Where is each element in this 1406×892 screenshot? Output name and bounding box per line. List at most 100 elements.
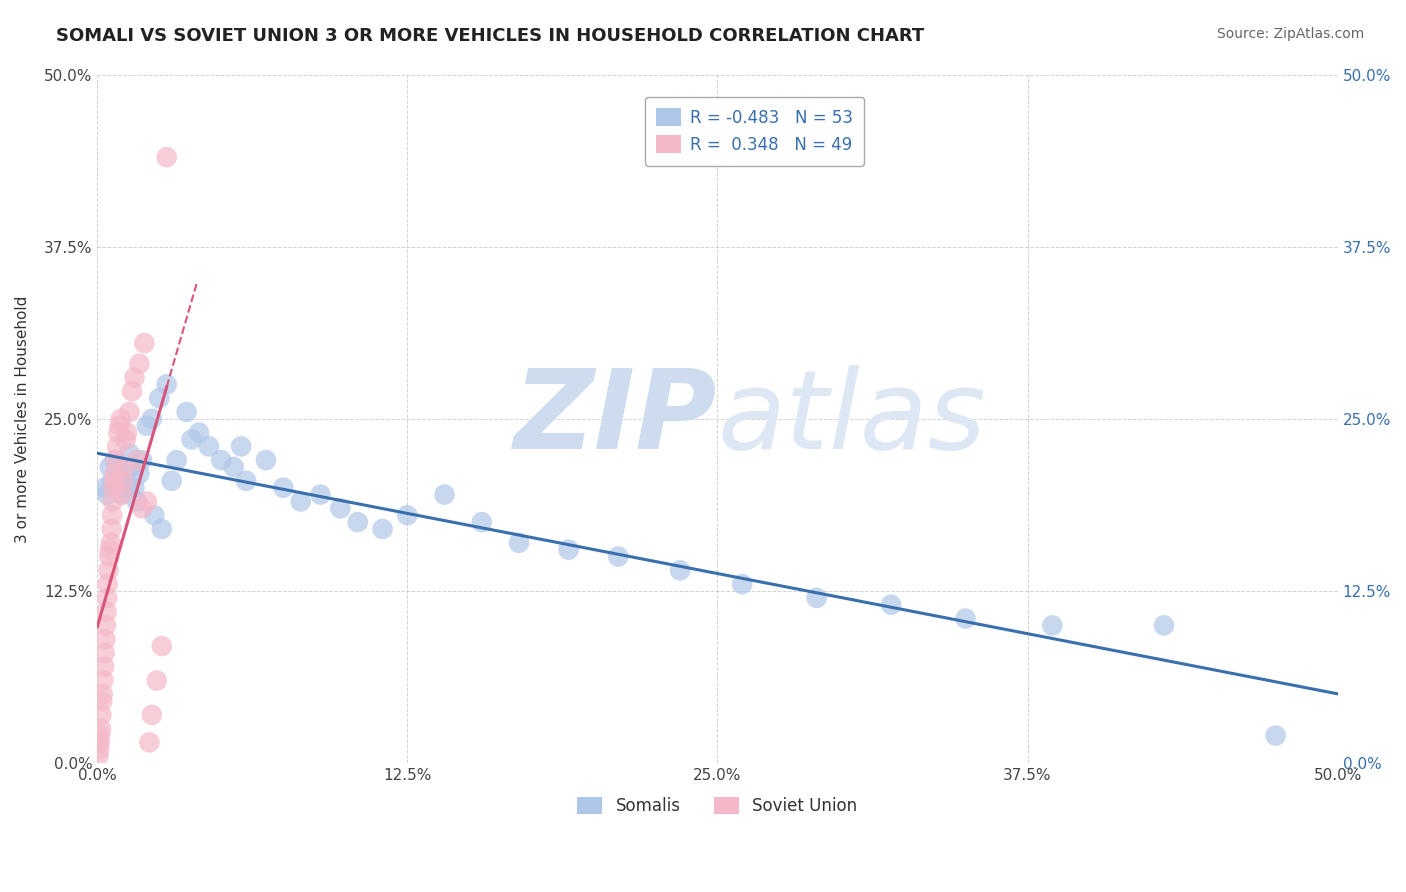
Point <box>146 673 169 688</box>
Point <box>125 453 148 467</box>
Point <box>112 474 135 488</box>
Point <box>148 391 170 405</box>
Point <box>97 577 120 591</box>
Point <box>121 384 143 399</box>
Point <box>669 563 692 577</box>
Point <box>128 357 150 371</box>
Point <box>89 729 111 743</box>
Point <box>121 460 143 475</box>
Point <box>166 453 188 467</box>
Point <box>100 522 122 536</box>
Point <box>254 453 277 467</box>
Point <box>124 481 146 495</box>
Point <box>125 494 148 508</box>
Point <box>290 494 312 508</box>
Point <box>156 377 179 392</box>
Point <box>222 460 245 475</box>
Point <box>94 618 117 632</box>
Text: Source: ZipAtlas.com: Source: ZipAtlas.com <box>1216 27 1364 41</box>
Point <box>557 542 579 557</box>
Point <box>131 501 153 516</box>
Point <box>98 549 121 564</box>
Point <box>111 487 134 501</box>
Point <box>101 474 124 488</box>
Point <box>94 632 117 647</box>
Point <box>1264 729 1286 743</box>
Point <box>96 487 118 501</box>
Point <box>105 439 128 453</box>
Point <box>955 611 977 625</box>
Point <box>271 481 294 495</box>
Point <box>346 515 368 529</box>
Point <box>396 508 419 523</box>
Point <box>98 460 121 475</box>
Point <box>188 425 211 440</box>
Point <box>114 433 136 447</box>
Point <box>141 412 163 426</box>
Point <box>115 481 138 495</box>
Y-axis label: 3 or more Vehicles in Household: 3 or more Vehicles in Household <box>15 295 30 542</box>
Point <box>89 742 111 756</box>
Point <box>110 412 132 426</box>
Point <box>138 735 160 749</box>
Point <box>124 370 146 384</box>
Point <box>1153 618 1175 632</box>
Point <box>731 577 754 591</box>
Point <box>90 722 112 736</box>
Point <box>107 425 129 440</box>
Point <box>1040 618 1063 632</box>
Point <box>115 425 138 440</box>
Point <box>104 453 127 467</box>
Text: atlas: atlas <box>717 366 986 473</box>
Point <box>91 687 114 701</box>
Point <box>607 549 630 564</box>
Point <box>141 707 163 722</box>
Point <box>118 446 141 460</box>
Point <box>135 494 157 508</box>
Point <box>198 439 221 453</box>
Point <box>104 467 127 481</box>
Text: SOMALI VS SOVIET UNION 3 OR MORE VEHICLES IN HOUSEHOLD CORRELATION CHART: SOMALI VS SOVIET UNION 3 OR MORE VEHICLE… <box>56 27 925 45</box>
Point <box>96 591 118 605</box>
Point <box>160 474 183 488</box>
Point <box>97 563 120 577</box>
Point <box>108 418 131 433</box>
Point <box>103 481 125 495</box>
Point <box>93 659 115 673</box>
Point <box>93 646 115 660</box>
Point <box>180 433 202 447</box>
Point <box>89 735 111 749</box>
Point <box>90 707 112 722</box>
Point <box>114 460 136 475</box>
Point <box>329 501 352 516</box>
Text: ZIP: ZIP <box>515 366 717 473</box>
Point <box>101 508 124 523</box>
Point <box>118 405 141 419</box>
Point <box>433 487 456 501</box>
Point <box>98 542 121 557</box>
Point <box>111 487 134 501</box>
Point <box>131 453 153 467</box>
Point <box>105 467 128 481</box>
Point <box>371 522 394 536</box>
Point <box>135 418 157 433</box>
Point <box>93 481 115 495</box>
Point <box>508 535 530 549</box>
Legend: Somalis, Soviet Union: Somalis, Soviet Union <box>569 789 866 823</box>
Point <box>806 591 828 605</box>
Point <box>108 474 131 488</box>
Point <box>87 749 110 764</box>
Point <box>156 150 179 164</box>
Point <box>128 467 150 481</box>
Point <box>471 515 494 529</box>
Point <box>231 439 253 453</box>
Point <box>114 467 136 481</box>
Point <box>309 487 332 501</box>
Point <box>101 494 124 508</box>
Point <box>150 639 173 653</box>
Point <box>176 405 198 419</box>
Point <box>91 694 114 708</box>
Point <box>235 474 257 488</box>
Point <box>100 535 122 549</box>
Point <box>150 522 173 536</box>
